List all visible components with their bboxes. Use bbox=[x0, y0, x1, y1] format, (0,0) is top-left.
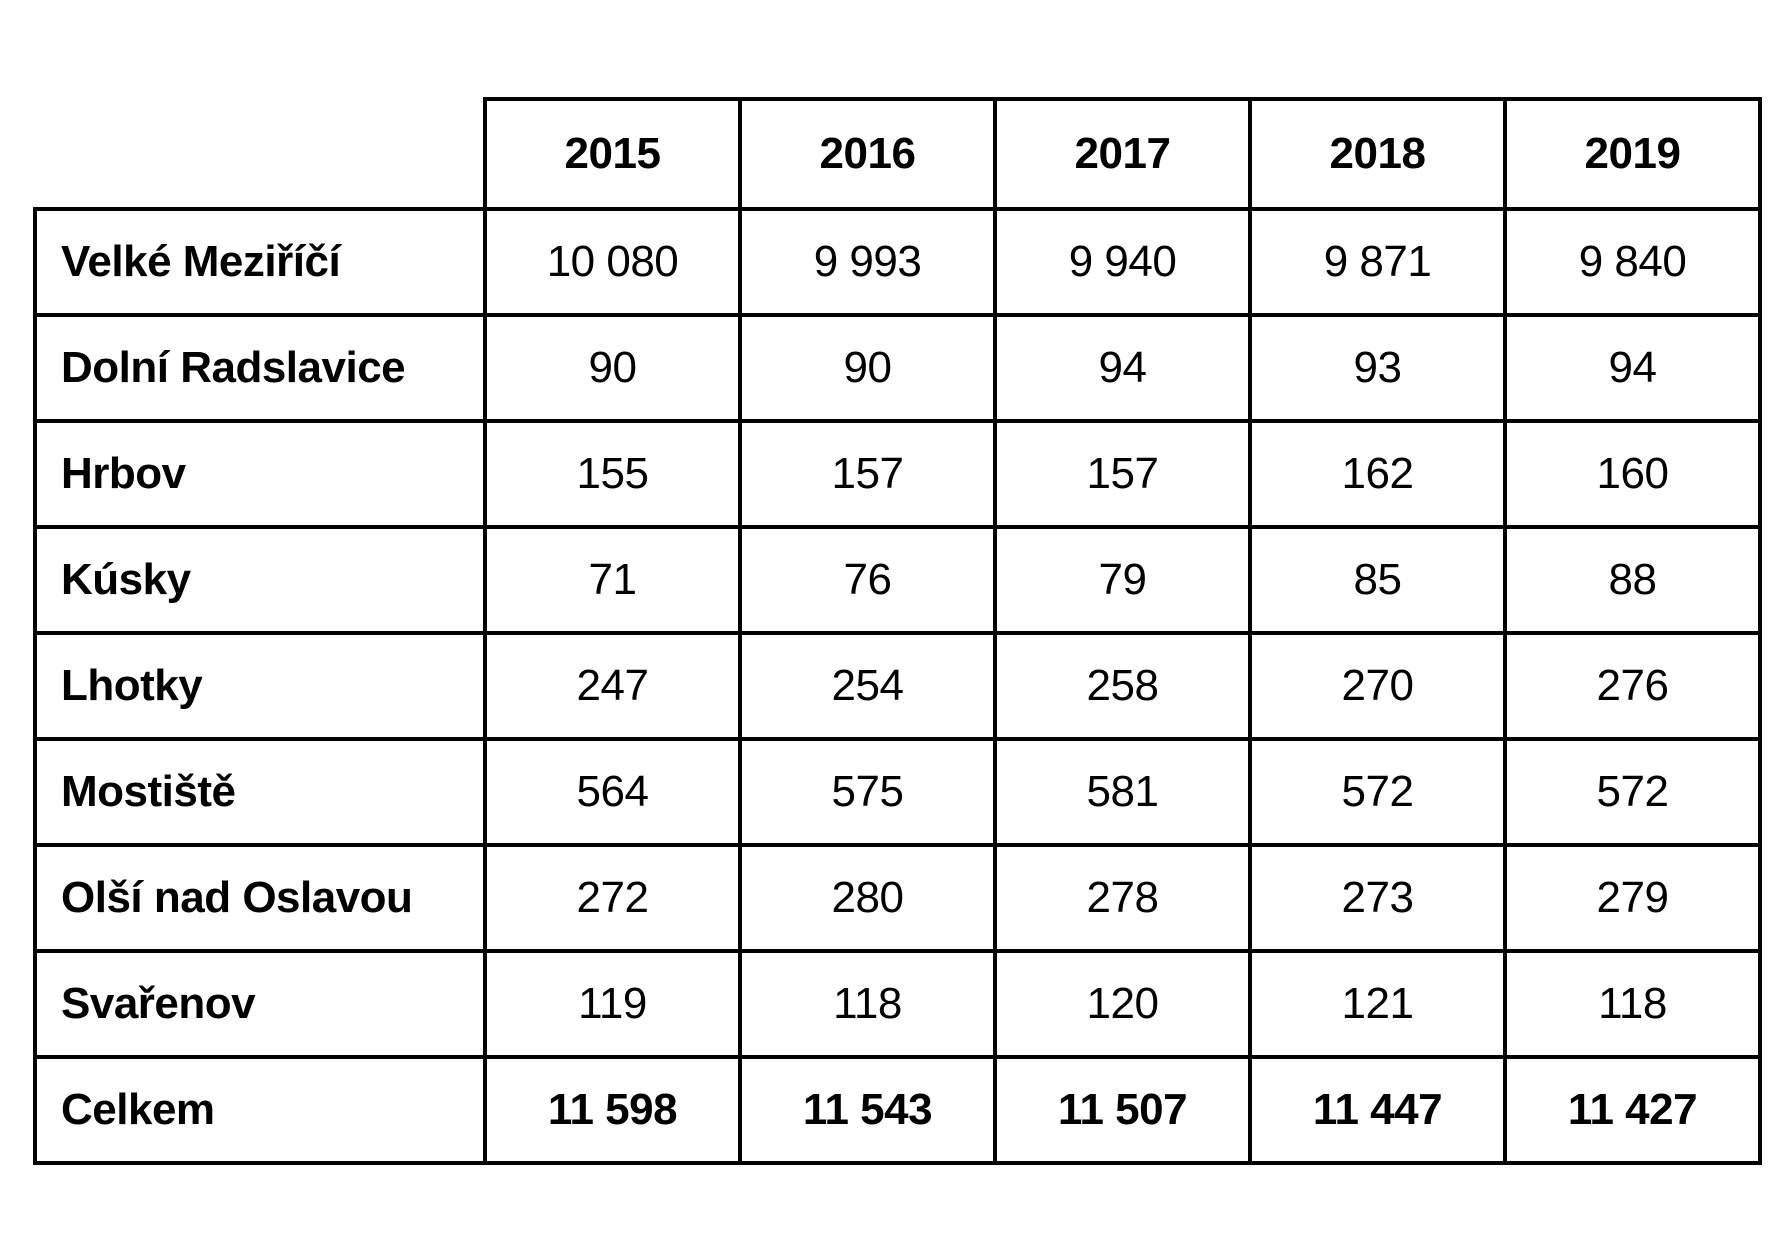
column-header-2019: 2019 bbox=[1503, 97, 1762, 211]
row-label: Olší nad Oslavou bbox=[33, 843, 487, 953]
value-cell: 121 bbox=[1248, 949, 1507, 1059]
value-cell: 79 bbox=[993, 525, 1252, 635]
value-cell: 9 993 bbox=[738, 207, 997, 317]
table-row: Lhotky 247 254 258 270 276 bbox=[33, 631, 1762, 741]
value-cell: 162 bbox=[1248, 419, 1507, 529]
value-cell: 119 bbox=[483, 949, 742, 1059]
value-cell: 270 bbox=[1248, 631, 1507, 741]
value-cell: 90 bbox=[483, 313, 742, 423]
value-cell: 90 bbox=[738, 313, 997, 423]
row-label: Velké Meziříčí bbox=[33, 207, 487, 317]
table-row-total: Celkem 11 598 11 543 11 507 11 447 11 42… bbox=[33, 1055, 1762, 1165]
value-cell: 71 bbox=[483, 525, 742, 635]
value-cell: 11 447 bbox=[1248, 1055, 1507, 1165]
table-row: Mostiště 564 575 581 572 572 bbox=[33, 737, 1762, 847]
value-cell: 9 871 bbox=[1248, 207, 1507, 317]
value-cell: 278 bbox=[993, 843, 1252, 953]
value-cell: 160 bbox=[1503, 419, 1762, 529]
value-cell: 94 bbox=[993, 313, 1252, 423]
value-cell: 9 840 bbox=[1503, 207, 1762, 317]
value-cell: 273 bbox=[1248, 843, 1507, 953]
value-cell: 10 080 bbox=[483, 207, 742, 317]
population-table: 2015 2016 2017 2018 2019 Velké Meziříčí … bbox=[33, 97, 1762, 1165]
value-cell: 76 bbox=[738, 525, 997, 635]
value-cell: 280 bbox=[738, 843, 997, 953]
value-cell: 157 bbox=[738, 419, 997, 529]
column-header-2018: 2018 bbox=[1248, 97, 1507, 211]
value-cell: 93 bbox=[1248, 313, 1507, 423]
table-row: Dolní Radslavice 90 90 94 93 94 bbox=[33, 313, 1762, 423]
value-cell: 581 bbox=[993, 737, 1252, 847]
row-label: Hrbov bbox=[33, 419, 487, 529]
value-cell: 572 bbox=[1248, 737, 1507, 847]
row-label: Celkem bbox=[33, 1055, 487, 1165]
column-header-2017: 2017 bbox=[993, 97, 1252, 211]
value-cell: 279 bbox=[1503, 843, 1762, 953]
header-row: 2015 2016 2017 2018 2019 bbox=[35, 97, 1762, 211]
value-cell: 254 bbox=[738, 631, 997, 741]
value-cell: 118 bbox=[1503, 949, 1762, 1059]
value-cell: 11 427 bbox=[1503, 1055, 1762, 1165]
table-row: Olší nad Oslavou 272 280 278 273 279 bbox=[33, 843, 1762, 953]
table-row: Svařenov 119 118 120 121 118 bbox=[33, 949, 1762, 1059]
value-cell: 88 bbox=[1503, 525, 1762, 635]
row-label: Kúsky bbox=[33, 525, 487, 635]
value-cell: 11 543 bbox=[738, 1055, 997, 1165]
table-row: Hrbov 155 157 157 162 160 bbox=[33, 419, 1762, 529]
value-cell: 157 bbox=[993, 419, 1252, 529]
value-cell: 85 bbox=[1248, 525, 1507, 635]
value-cell: 11 598 bbox=[483, 1055, 742, 1165]
table-row: Kúsky 71 76 79 85 88 bbox=[33, 525, 1762, 635]
row-label: Lhotky bbox=[33, 631, 487, 741]
column-header-2016: 2016 bbox=[738, 97, 997, 211]
table-row: Velké Meziříčí 10 080 9 993 9 940 9 871 … bbox=[33, 207, 1762, 317]
value-cell: 94 bbox=[1503, 313, 1762, 423]
value-cell: 118 bbox=[738, 949, 997, 1059]
value-cell: 9 940 bbox=[993, 207, 1252, 317]
value-cell: 120 bbox=[993, 949, 1252, 1059]
value-cell: 155 bbox=[483, 419, 742, 529]
row-label: Dolní Radslavice bbox=[33, 313, 487, 423]
row-label: Svařenov bbox=[33, 949, 487, 1059]
value-cell: 11 507 bbox=[993, 1055, 1252, 1165]
column-header-2015: 2015 bbox=[483, 97, 742, 211]
value-cell: 575 bbox=[738, 737, 997, 847]
value-cell: 276 bbox=[1503, 631, 1762, 741]
value-cell: 272 bbox=[483, 843, 742, 953]
value-cell: 564 bbox=[483, 737, 742, 847]
corner-cell bbox=[35, 99, 485, 209]
value-cell: 258 bbox=[993, 631, 1252, 741]
value-cell: 572 bbox=[1503, 737, 1762, 847]
value-cell: 247 bbox=[483, 631, 742, 741]
row-label: Mostiště bbox=[33, 737, 487, 847]
